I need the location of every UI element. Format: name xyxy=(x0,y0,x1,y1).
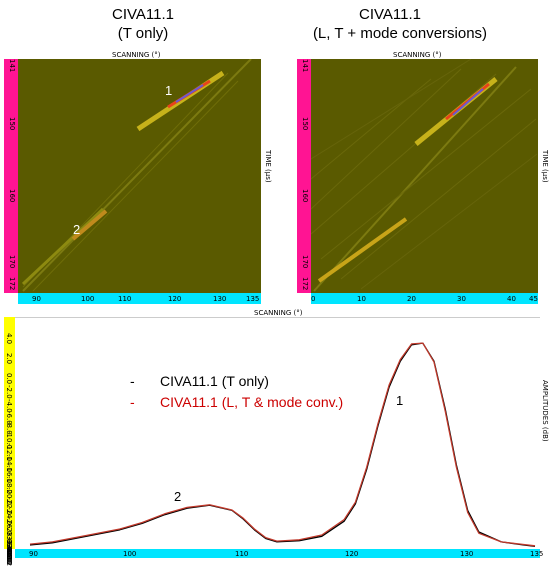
echo-x-tick: 90 xyxy=(29,550,38,558)
left-x-tick: 130 xyxy=(213,295,227,303)
legend-dash-red: - xyxy=(130,394,135,410)
echo-amplitude-label: AMPLITUDES (dB) xyxy=(541,380,549,442)
left-time-label: TIME (µs) xyxy=(264,150,272,183)
right-time-label: TIME (µs) xyxy=(541,150,549,183)
right-scanning-label: SCANNING (°) xyxy=(393,51,442,59)
echo-curves xyxy=(29,342,536,547)
echo-x-tick: 110 xyxy=(235,550,249,558)
echo-scanning-label: SCANNING (°) xyxy=(254,309,303,317)
left-y-tick: 170 xyxy=(8,255,16,269)
curve-l-t-mode-conv xyxy=(29,342,536,547)
echo-y-tick: -2.0 xyxy=(5,385,13,399)
left-y-tick: 160 xyxy=(8,189,16,203)
left-title-line2: (T only) xyxy=(117,25,169,42)
right-bscan-image[interactable] xyxy=(311,59,538,293)
left-x-tick: 135 xyxy=(246,295,260,303)
right-x-tick: 10 xyxy=(357,295,366,303)
left-x-tick: 120 xyxy=(168,295,182,303)
echo-y-tick: 0.0 xyxy=(5,373,13,385)
left-y-tick: 172 xyxy=(8,277,16,291)
right-time-axis-bar: 141 150 160 170 172 xyxy=(297,59,311,293)
echo-x-tick: 120 xyxy=(345,550,359,558)
legend-label-red: CIVA11.1 (L, T & mode conv.) xyxy=(160,394,344,410)
right-title-line1: CIVA11.1 xyxy=(359,6,421,23)
right-title-line2: (L, T + mode conversions) xyxy=(312,25,488,42)
right-x-tick: 30 xyxy=(457,295,466,303)
echo-x-tick: 100 xyxy=(123,550,137,558)
echo-y-tick: -49.2 xyxy=(5,548,13,566)
right-y-tick: 141 xyxy=(301,59,309,73)
left-x-tick: 110 xyxy=(118,295,132,303)
echo-scan-axis-bar: 90 100 110 120 130 135 xyxy=(15,549,544,558)
right-y-tick: 160 xyxy=(301,189,309,203)
echo-peak-label-1: 1 xyxy=(396,393,404,408)
left-scan-axis-bar: 90 100 110 120 130 135 xyxy=(18,293,261,304)
right-scan-axis-bar: 0 10 20 30 40 45 xyxy=(311,293,538,304)
echo-peak-label-2: 2 xyxy=(174,489,182,504)
echo-y-tick: 4.0 xyxy=(5,333,13,345)
echo-y-tick: 2.0 xyxy=(5,353,13,365)
echo-plot-area[interactable]: 1 2 - CIVA11.1 (T only) - CIVA11.1 (L, T… xyxy=(15,317,540,550)
right-x-tick: 45 xyxy=(529,295,538,303)
left-y-tick: 150 xyxy=(8,117,16,131)
left-marker-1: 1 xyxy=(165,83,173,98)
left-y-tick: 141 xyxy=(8,59,16,73)
right-x-tick: 40 xyxy=(507,295,516,303)
left-title-line1: CIVA11.1 xyxy=(112,6,174,23)
curve-t-only xyxy=(29,342,536,547)
echo-x-tick: 130 xyxy=(460,550,474,558)
echo-x-tick: 135 xyxy=(530,550,544,558)
left-time-axis-bar: 141 150 160 170 172 xyxy=(4,59,18,293)
left-x-tick: 90 xyxy=(32,295,41,303)
legend-dash-black: - xyxy=(130,373,135,389)
right-y-tick: 150 xyxy=(301,117,309,131)
left-scanning-label: SCANNING (°) xyxy=(112,51,161,59)
left-bscan-image[interactable]: 1 2 xyxy=(18,59,261,293)
legend-label-black: CIVA11.1 (T only) xyxy=(160,373,269,389)
left-x-tick: 100 xyxy=(81,295,95,303)
left-marker-2: 2 xyxy=(73,222,81,237)
right-x-tick: 20 xyxy=(407,295,416,303)
right-y-tick: 170 xyxy=(301,255,309,269)
right-x-tick: 0 xyxy=(311,295,316,303)
echo-amplitude-axis-bar: 4.0 2.0 0.0 -2.0 -4.0 -6.0 -8.0 -10.0 -1… xyxy=(4,317,15,566)
right-y-tick: 172 xyxy=(301,277,309,291)
